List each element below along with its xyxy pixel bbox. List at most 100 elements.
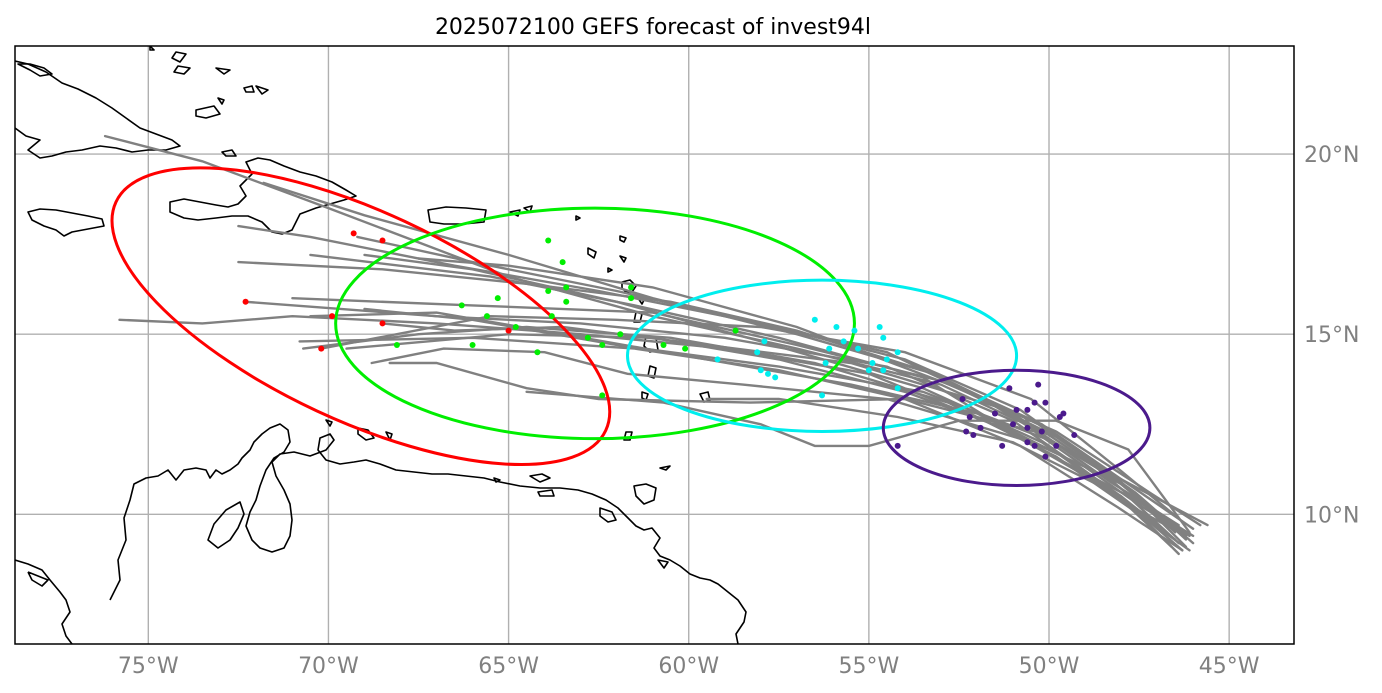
forecast-position-point — [628, 295, 635, 302]
forecast-position-point — [999, 442, 1006, 449]
cluster-ellipse — [334, 206, 856, 441]
forecast-position-point — [876, 323, 883, 330]
forecast-position-point — [1053, 442, 1060, 449]
forecast-position-point — [826, 345, 833, 352]
coastline-cuba — [15, 60, 181, 159]
forecast-position-point — [1024, 424, 1031, 431]
lon-tick-label: 45°W — [1199, 654, 1260, 679]
ensemble-track — [525, 390, 1191, 534]
latitude-tick-labels: 20°N 15°N 10°N — [1304, 143, 1359, 528]
longitude-tick-labels: 75°W 70°W 65°W 60°W 55°W 50°W 45°W — [118, 654, 1260, 679]
forecast-position-point — [1006, 385, 1013, 392]
cluster-ellipse — [110, 166, 612, 467]
forecast-position-point — [563, 284, 570, 291]
forecast-position-point — [894, 349, 901, 356]
forecast-position-point — [966, 414, 973, 421]
forecast-position-point — [559, 259, 566, 266]
forecast-position-point — [819, 392, 826, 399]
chart-title: 2025072100 GEFS forecast of invest94l — [435, 15, 871, 40]
forecast-position-point — [512, 323, 519, 330]
coastline-puerto-rico — [427, 206, 487, 225]
lat-tick-label: 20°N — [1304, 143, 1359, 168]
forecast-position-point — [1042, 453, 1049, 460]
forecast-position-point — [242, 298, 249, 305]
lon-tick-label: 65°W — [478, 654, 539, 679]
forecast-position-point — [548, 313, 555, 320]
forecast-position-point — [840, 338, 847, 345]
forecast-position-point — [682, 345, 689, 352]
forecast-position-point — [1035, 381, 1042, 388]
lat-tick-label: 10°N — [1304, 503, 1359, 528]
forecast-position-point — [732, 327, 739, 334]
forecast-position-point — [617, 331, 624, 338]
map-frame — [14, 45, 1295, 645]
forecast-position-point — [894, 385, 901, 392]
forecast-position-point — [318, 345, 325, 352]
lon-tick-label: 55°W — [838, 654, 899, 679]
forecast-position-point — [393, 342, 400, 348]
ensemble-track — [302, 325, 1191, 552]
cluster-ellipses — [110, 166, 1152, 487]
forecast-position-point — [494, 295, 501, 302]
ensemble-track — [237, 260, 1195, 530]
cluster-points — [242, 230, 1078, 460]
coastline-hispaniola — [169, 157, 357, 235]
forecast-position-point — [379, 237, 386, 244]
forecast-position-point — [754, 349, 761, 356]
lon-tick-label: 60°W — [658, 654, 719, 679]
forecast-position-point — [458, 302, 465, 309]
lon-tick-label: 75°W — [118, 654, 179, 679]
forecast-position-point — [772, 374, 779, 381]
forecast-position-point — [811, 316, 818, 323]
forecast-position-point — [599, 342, 606, 348]
forecast-position-point — [757, 367, 764, 374]
forecast-position-point — [1024, 439, 1031, 446]
forecast-position-point — [350, 230, 357, 237]
cluster-ellipse — [881, 368, 1152, 487]
forecast-position-point — [1071, 432, 1078, 439]
forecast-position-point — [714, 356, 721, 363]
forecast-position-point — [1009, 421, 1016, 428]
forecast-position-point — [483, 313, 490, 320]
forecast-position-point — [833, 323, 840, 330]
forecast-position-point — [761, 338, 768, 345]
forecast-position-point — [822, 360, 829, 367]
ensemble-track — [237, 224, 1180, 527]
forecast-position-point — [599, 392, 606, 399]
forecast-position-point — [865, 367, 872, 374]
forecast-position-point — [534, 349, 541, 356]
ensemble-track — [298, 336, 1184, 552]
forecast-position-point — [584, 334, 591, 341]
forecast-position-point — [1038, 428, 1045, 435]
forecast-position-point — [1042, 399, 1049, 406]
lon-tick-label: 70°W — [298, 654, 359, 679]
ensemble-track — [388, 361, 1180, 545]
forecast-position-point — [1013, 406, 1020, 413]
forecast-position-point — [469, 342, 476, 348]
lon-tick-label: 50°W — [1019, 654, 1080, 679]
forecast-position-point — [894, 442, 901, 449]
forecast-position-point — [855, 345, 862, 352]
map-background — [15, 46, 1294, 644]
forecast-position-point — [628, 284, 635, 291]
forecast-position-point — [545, 237, 552, 244]
forecast-position-point — [869, 360, 876, 367]
forecast-position-point — [1031, 442, 1038, 449]
forecast-position-point — [963, 428, 970, 435]
forecast-position-point — [1024, 406, 1031, 413]
lat-tick-label: 15°N — [1304, 323, 1359, 348]
coastline-jamaica — [27, 208, 105, 237]
forecast-position-point — [977, 424, 984, 431]
forecast-position-point — [880, 367, 887, 374]
forecast-position-point — [563, 298, 570, 305]
forecast-position-point — [851, 327, 858, 334]
forecast-position-point — [505, 327, 512, 334]
forecast-position-point — [1031, 399, 1038, 406]
ensemble-tracks — [103, 134, 1209, 556]
forecast-position-point — [970, 432, 977, 439]
forecast-position-point — [883, 356, 890, 363]
coastlines — [15, 46, 747, 644]
forecast-position-point — [545, 287, 552, 294]
forecast-position-point — [1056, 414, 1063, 421]
